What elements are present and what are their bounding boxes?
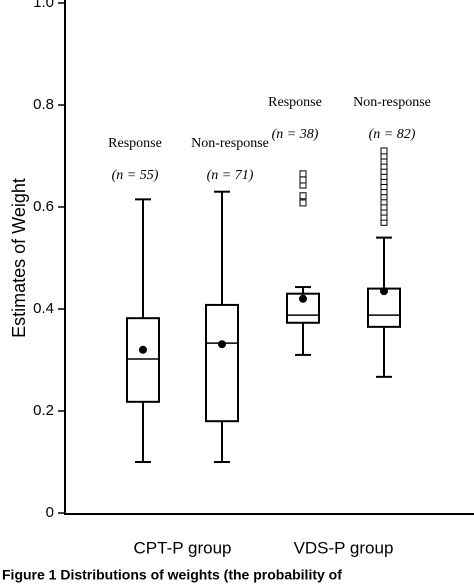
- x-tick-label: VDS-P group: [294, 538, 394, 557]
- box-label: Non-response: [191, 136, 269, 151]
- n-label: (n = 71): [207, 168, 254, 183]
- x-tick-label: CPT-P group: [134, 538, 232, 557]
- y-tick-label: 0: [46, 504, 54, 521]
- mean: [299, 294, 307, 303]
- y-tick-label: 0.6: [33, 198, 54, 215]
- outlier: [299, 176, 307, 184]
- y-tick-label: 0.2: [33, 402, 54, 419]
- y-axis-title: Estimates of Weight: [9, 178, 29, 338]
- box: [205, 303, 239, 423]
- box-label: Response: [268, 95, 322, 110]
- box: [367, 287, 401, 328]
- n-label: (n = 38): [272, 127, 319, 142]
- outlier: [299, 170, 307, 178]
- n-label: (n = 82): [369, 127, 416, 142]
- y-tick-label: 0.8: [33, 96, 54, 113]
- n-label: (n = 55): [112, 168, 159, 183]
- y-tick-label: 1.0: [33, 0, 54, 11]
- box-label: Non-response: [353, 95, 431, 110]
- outlier: [299, 199, 307, 207]
- mean: [218, 340, 226, 349]
- outlier: [380, 147, 388, 155]
- mean: [380, 287, 388, 296]
- box-label: Response: [108, 136, 162, 151]
- outlier: [299, 192, 307, 200]
- y-tick-label: 0.4: [33, 300, 54, 317]
- mean: [139, 345, 147, 354]
- box: [126, 317, 160, 403]
- caption: Figure 1 Distributions of weights (the p…: [2, 567, 342, 583]
